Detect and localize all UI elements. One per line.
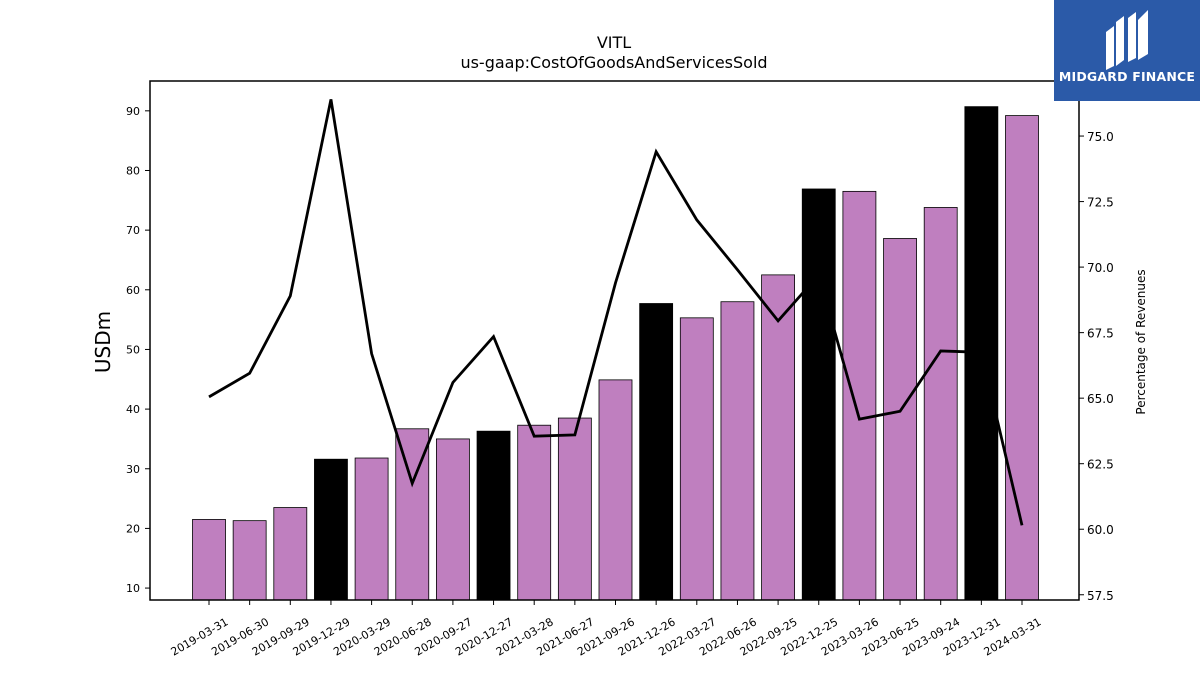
logo-mark-icon — [1106, 10, 1148, 70]
y2-tick-label: 57.5 — [1087, 589, 1114, 603]
plot-frame — [149, 80, 1080, 601]
bar — [314, 458, 348, 601]
y-tick-label: 40 — [126, 403, 140, 416]
bar — [1005, 115, 1039, 601]
y-axis-label: USDm — [91, 311, 115, 373]
chart-title: VITL — [597, 33, 631, 52]
y-tick-label: 90 — [126, 105, 140, 118]
x-axis-ticks: 2019-03-312019-06-302019-09-292019-12-29… — [169, 600, 1044, 659]
y-tick-label: 70 — [126, 224, 140, 237]
y-tick-label: 30 — [126, 463, 140, 476]
y2-tick-label: 70.0 — [1087, 261, 1114, 275]
bar — [842, 190, 877, 601]
midgard-finance-logo: MIDGARD FINANCE — [1054, 0, 1200, 101]
y2-tick-label: 62.5 — [1087, 458, 1114, 472]
y-tick-label: 10 — [126, 582, 140, 595]
line-series — [208, 99, 1024, 526]
y2-tick-label: 60.0 — [1087, 523, 1114, 537]
bar — [598, 379, 633, 601]
bar-series — [192, 106, 1039, 601]
bar — [232, 520, 267, 601]
y-tick-label: 80 — [126, 164, 140, 177]
bar — [761, 274, 795, 601]
y2-tick-label: 72.5 — [1087, 196, 1114, 210]
bar — [557, 417, 592, 601]
bar — [883, 238, 917, 601]
right-axis-ticks: 57.5 60.0 62.5 65.0 67.5 70.0 72.5 75.0 — [1079, 130, 1114, 603]
bar — [923, 207, 958, 601]
y2-axis-label: Percentage of Revenues — [1134, 269, 1148, 414]
y2-tick-label: 75.0 — [1087, 130, 1114, 144]
y2-tick-label: 67.5 — [1087, 327, 1114, 341]
bar — [192, 519, 226, 601]
bar — [435, 438, 470, 601]
logo-text: MIDGARD FINANCE — [1058, 69, 1196, 84]
bar — [354, 457, 389, 601]
bar — [679, 317, 714, 601]
series-line — [208, 99, 1024, 526]
y2-tick-label: 65.0 — [1087, 392, 1114, 406]
bar — [273, 507, 308, 601]
bar — [476, 430, 511, 601]
y-tick-label: 60 — [126, 284, 140, 297]
y-tick-label: 20 — [126, 522, 140, 535]
left-axis-ticks: 10 20 30 40 50 60 70 80 90 — [126, 105, 150, 595]
bar — [801, 188, 836, 601]
bar — [639, 303, 674, 601]
y-tick-label: 50 — [126, 343, 140, 356]
bar — [720, 301, 755, 601]
chart-subtitle: us-gaap:CostOfGoodsAndServicesSold — [460, 53, 767, 72]
bar — [517, 424, 552, 601]
